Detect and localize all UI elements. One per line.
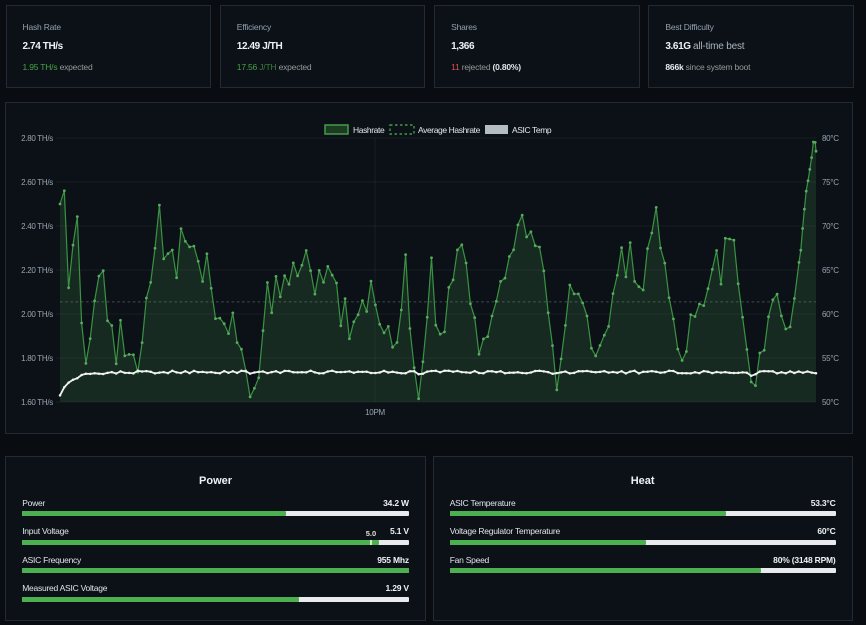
svg-text:Average Hashrate: Average Hashrate	[418, 125, 481, 135]
svg-text:ASIC Temp: ASIC Temp	[512, 125, 552, 135]
svg-text:2.60 TH/s: 2.60 TH/s	[21, 178, 53, 187]
svg-text:65°C: 65°C	[822, 266, 839, 275]
svg-text:1.80 TH/s: 1.80 TH/s	[21, 354, 53, 363]
svg-text:2.40 TH/s: 2.40 TH/s	[21, 222, 53, 231]
svg-text:2.80 TH/s: 2.80 TH/s	[21, 134, 53, 143]
svg-text:80°C: 80°C	[822, 134, 839, 143]
svg-text:75°C: 75°C	[822, 178, 839, 187]
svg-text:55°C: 55°C	[822, 354, 839, 363]
svg-text:2.00 TH/s: 2.00 TH/s	[21, 310, 53, 319]
svg-text:60°C: 60°C	[822, 310, 839, 319]
svg-text:50°C: 50°C	[822, 398, 839, 407]
svg-text:10PM: 10PM	[365, 408, 385, 417]
svg-text:Hashrate: Hashrate	[353, 125, 385, 135]
svg-text:70°C: 70°C	[822, 222, 839, 231]
svg-text:2.20 TH/s: 2.20 TH/s	[21, 266, 53, 275]
svg-text:1.60 TH/s: 1.60 TH/s	[21, 398, 53, 407]
